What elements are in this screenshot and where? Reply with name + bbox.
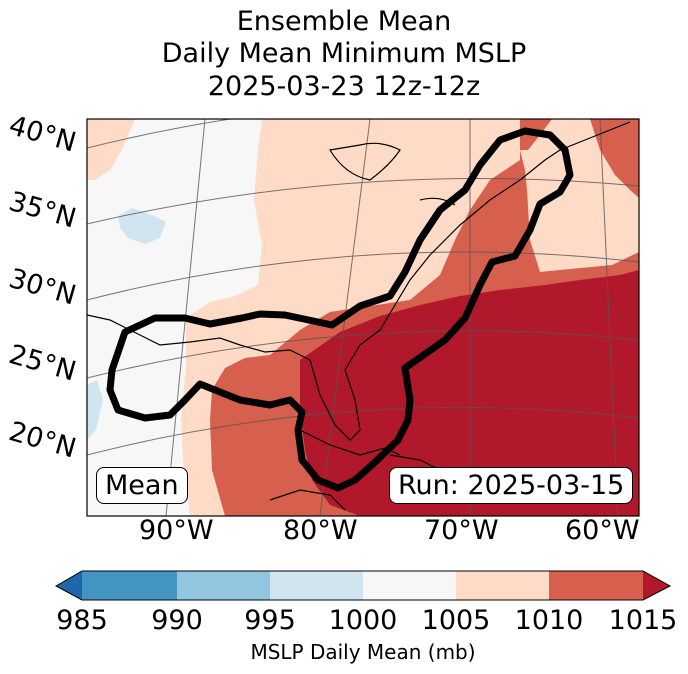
contour-outline bbox=[106, 127, 574, 492]
run-date-box-label: Run: 2025-03-15 bbox=[389, 467, 634, 504]
title-line-3: 2025-03-23 12z-12z bbox=[207, 71, 481, 102]
colorbar-bin-1010-1015 bbox=[549, 571, 643, 600]
field-995-1000-edge bbox=[87, 380, 103, 440]
title-line-1: Ensemble Mean bbox=[236, 6, 452, 37]
colorbar-tick: 985 bbox=[56, 605, 108, 636]
colorbar-tick: 1000 bbox=[328, 605, 398, 636]
lon-label-80w: 80°W bbox=[283, 515, 358, 546]
coastlines bbox=[87, 121, 631, 511]
lon-label-70w: 70°W bbox=[424, 515, 499, 546]
title-line-2: Daily Mean Minimum MSLP bbox=[161, 38, 527, 69]
colorbar-bin-985-990 bbox=[82, 571, 177, 600]
colorbar-tick: 990 bbox=[151, 605, 203, 636]
colorbar-tick: 995 bbox=[244, 605, 296, 636]
lon-label-60w: 60°W bbox=[565, 515, 640, 546]
colorbar-label: MSLP Daily Mean (mb) bbox=[250, 640, 476, 664]
mean-box-label: Mean bbox=[96, 467, 188, 504]
field-1005-1010-tail bbox=[87, 119, 135, 180]
colorbar-bin-990-995 bbox=[177, 571, 270, 600]
colorbar-over-triangle bbox=[643, 571, 670, 600]
colorbar-tick: 1005 bbox=[421, 605, 491, 636]
colorbar-tick: 1010 bbox=[514, 605, 584, 636]
colorbar-bin-1005-1010 bbox=[456, 571, 549, 600]
colorbar-bin-1000-1005 bbox=[363, 571, 456, 600]
map-field bbox=[87, 119, 639, 516]
colorbar bbox=[54, 570, 672, 601]
colorbar-tick: 1015 bbox=[608, 605, 678, 636]
field-995-1000 bbox=[118, 208, 166, 244]
map-frame bbox=[86, 118, 640, 517]
colorbar-under-triangle bbox=[56, 571, 82, 600]
lon-label-90w: 90°W bbox=[139, 515, 214, 546]
colorbar-bin-995-1000 bbox=[270, 571, 363, 600]
colorbar-outline bbox=[54, 570, 672, 601]
